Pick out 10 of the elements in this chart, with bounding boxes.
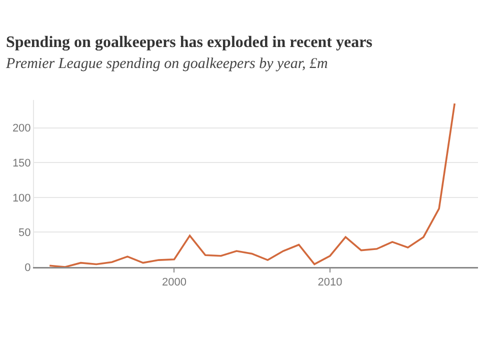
y-tick-label: 200 [12,122,31,135]
x-tick-label: 2000 [162,276,186,289]
y-tick-label: 0 [24,262,31,274]
chart-subtitle: Premier League spending on goalkeepers by year, £m [5,56,328,72]
chart-title: Spending on goalkeepers has exploded in recent years [6,34,372,52]
y-tick-label: 50 [18,227,31,240]
x-tick-label: 2010 [318,276,342,289]
line-series [48,102,456,267]
y-tick-label: 100 [12,192,31,204]
y-tick-label: 150 [12,157,31,170]
